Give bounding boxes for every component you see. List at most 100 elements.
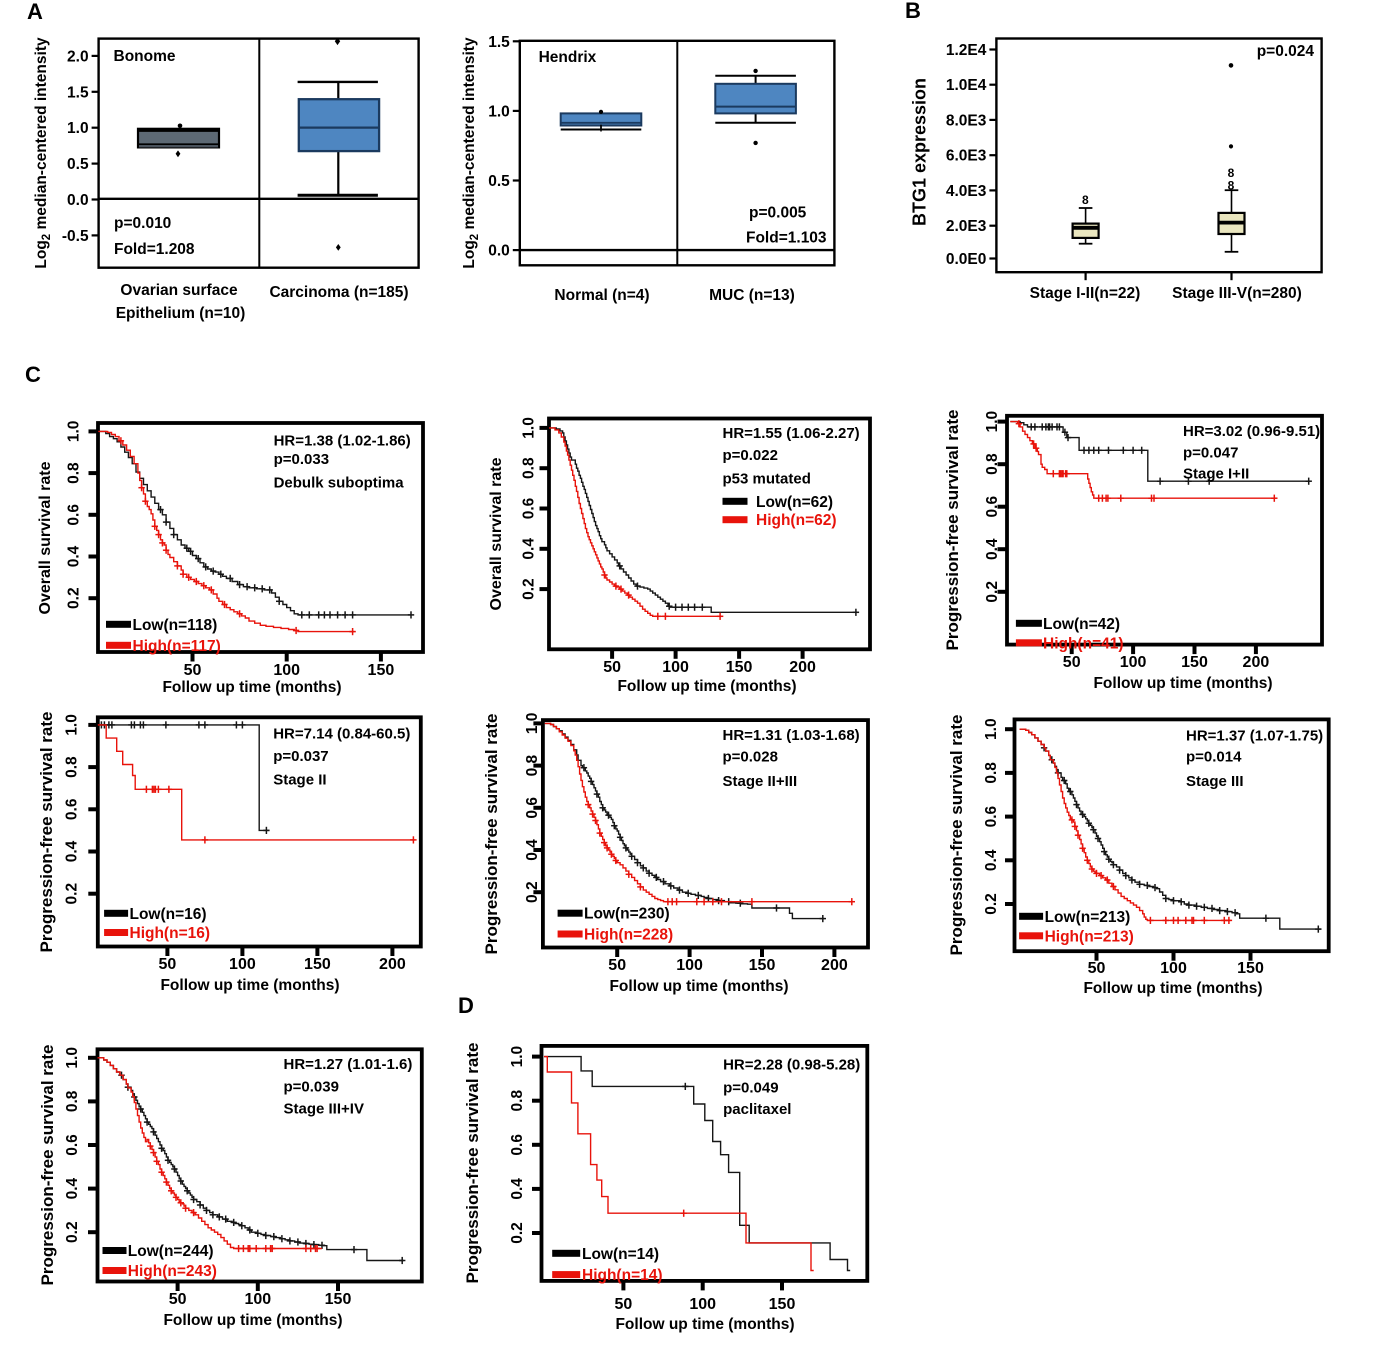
svg-text:0.8: 0.8	[524, 754, 541, 776]
svg-text:Log2 median-centered intensity: Log2 median-centered intensity	[33, 37, 53, 269]
svg-text:0.8: 0.8	[983, 762, 1000, 784]
svg-text:HR=7.14 (0.84-60.5): HR=7.14 (0.84-60.5)	[273, 726, 410, 743]
svg-text:1.0: 1.0	[63, 714, 80, 736]
svg-text:Stage III-V(n=280): Stage III-V(n=280)	[1172, 285, 1302, 302]
svg-text:0.4: 0.4	[983, 849, 1000, 871]
svg-text:Follow up time (months): Follow up time (months)	[163, 1312, 342, 1329]
svg-text:1.5: 1.5	[488, 34, 510, 51]
svg-text:Follow up time (months): Follow up time (months)	[615, 1316, 794, 1333]
svg-text:0.8: 0.8	[63, 756, 80, 778]
svg-text:0.6: 0.6	[984, 496, 1001, 518]
svg-text:High(n=228): High(n=228)	[584, 927, 673, 944]
svg-text:HR=1.27 (1.01-1.6): HR=1.27 (1.01-1.6)	[284, 1056, 413, 1073]
svg-text:p53 mutated: p53 mutated	[723, 470, 811, 487]
svg-text:Stage III: Stage III	[1186, 773, 1244, 790]
svg-text:Fold=1.208: Fold=1.208	[114, 241, 195, 258]
svg-text:50: 50	[615, 1296, 633, 1313]
svg-text:100: 100	[662, 659, 689, 676]
svg-text:HR=1.55 (1.06-2.27): HR=1.55 (1.06-2.27)	[723, 425, 860, 442]
svg-text:0.4: 0.4	[521, 538, 538, 560]
svg-text:50: 50	[608, 957, 626, 974]
svg-text:200: 200	[1243, 654, 1270, 671]
svg-text:0.2: 0.2	[66, 587, 83, 609]
svg-text:p=0.005: p=0.005	[749, 205, 807, 222]
svg-text:8: 8	[1082, 193, 1089, 207]
svg-text:Follow up time (months): Follow up time (months)	[609, 978, 788, 995]
svg-text:High(n=213): High(n=213)	[1045, 928, 1134, 945]
svg-text:p=0.033: p=0.033	[274, 451, 329, 468]
svg-text:D: D	[458, 993, 474, 1018]
svg-text:p=0.028: p=0.028	[723, 749, 778, 766]
svg-text:150: 150	[769, 1296, 796, 1313]
svg-text:0.2: 0.2	[983, 893, 1000, 915]
svg-text:150: 150	[325, 1291, 352, 1308]
svg-text:1.0: 1.0	[66, 421, 83, 443]
svg-text:0.2: 0.2	[984, 581, 1001, 603]
svg-text:1.0: 1.0	[524, 713, 541, 735]
svg-text:Follow up time (months): Follow up time (months)	[160, 977, 339, 994]
svg-text:0.2: 0.2	[524, 881, 541, 903]
svg-text:Low(n=14): Low(n=14)	[582, 1246, 659, 1263]
svg-text:High(n=117): High(n=117)	[133, 638, 221, 655]
svg-text:Low(n=230): Low(n=230)	[584, 906, 670, 923]
svg-text:0.6: 0.6	[509, 1134, 526, 1156]
svg-text:0.4: 0.4	[984, 538, 1001, 560]
svg-text:100: 100	[244, 1291, 271, 1308]
svg-text:HR=1.37 (1.07-1.75): HR=1.37 (1.07-1.75)	[1186, 728, 1323, 745]
svg-text:0.6: 0.6	[521, 497, 538, 519]
svg-text:Epithelium (n=10): Epithelium (n=10)	[116, 305, 246, 322]
svg-text:50: 50	[1063, 654, 1081, 671]
svg-text:Normal (n=4): Normal (n=4)	[554, 287, 649, 304]
svg-text:Debulk suboptima: Debulk suboptima	[274, 475, 405, 492]
svg-text:Follow up time (months): Follow up time (months)	[162, 679, 341, 696]
svg-text:paclitaxel: paclitaxel	[723, 1101, 791, 1118]
svg-text:50: 50	[1088, 960, 1106, 977]
svg-text:Low(n=213): Low(n=213)	[1045, 909, 1131, 926]
svg-text:0.4: 0.4	[509, 1178, 526, 1200]
svg-text:0.2: 0.2	[509, 1222, 526, 1244]
svg-text:0.8: 0.8	[521, 457, 538, 479]
svg-text:Ovarian surface: Ovarian surface	[120, 282, 238, 299]
svg-text:0.8: 0.8	[984, 453, 1001, 475]
svg-text:Stage III+IV: Stage III+IV	[284, 1101, 364, 1118]
svg-text:Fold=1.103: Fold=1.103	[746, 230, 827, 247]
svg-text:HR=2.28 (0.98-5.28): HR=2.28 (0.98-5.28)	[723, 1057, 860, 1074]
svg-text:Follow up time (months): Follow up time (months)	[1093, 675, 1272, 692]
svg-text:1.0: 1.0	[521, 417, 538, 439]
svg-text:Low(n=62): Low(n=62)	[756, 494, 833, 511]
svg-text:200: 200	[789, 659, 816, 676]
svg-text:0.2: 0.2	[521, 578, 538, 600]
svg-text:0.4: 0.4	[63, 840, 80, 862]
svg-text:0.0: 0.0	[67, 192, 89, 209]
svg-text:0.2: 0.2	[63, 883, 80, 905]
svg-text:2.0: 2.0	[67, 48, 89, 65]
svg-text:0.4: 0.4	[66, 545, 83, 567]
svg-text:p=0.037: p=0.037	[273, 748, 328, 765]
svg-text:Progression-free survival rate: Progression-free survival rate	[947, 715, 966, 956]
svg-text:50: 50	[184, 662, 202, 679]
svg-text:p=0.047: p=0.047	[1183, 444, 1238, 461]
svg-text:1.0: 1.0	[64, 1047, 81, 1069]
svg-text:150: 150	[304, 956, 331, 973]
svg-text:1.0: 1.0	[983, 718, 1000, 740]
svg-text:0.0E0: 0.0E0	[946, 251, 987, 268]
svg-text:200: 200	[821, 957, 848, 974]
svg-text:Progression-free survival rate: Progression-free survival rate	[38, 1045, 57, 1286]
svg-text:Follow up time (months): Follow up time (months)	[617, 678, 796, 695]
svg-text:1.0: 1.0	[67, 120, 89, 137]
svg-text:0.8: 0.8	[64, 1090, 81, 1112]
svg-text:MUC (n=13): MUC (n=13)	[709, 287, 795, 304]
svg-text:100: 100	[1160, 960, 1187, 977]
svg-text:150: 150	[1237, 960, 1264, 977]
svg-text:100: 100	[676, 957, 703, 974]
svg-text:0.8: 0.8	[66, 462, 83, 484]
svg-text:Carcinoma (n=185): Carcinoma (n=185)	[269, 284, 408, 301]
svg-text:p=0.022: p=0.022	[723, 447, 778, 464]
svg-text:High(n=62): High(n=62)	[756, 512, 837, 529]
svg-text:Overall survival rate: Overall survival rate	[488, 457, 505, 610]
svg-text:-0.5: -0.5	[62, 228, 89, 245]
svg-text:8: 8	[1228, 166, 1235, 180]
svg-text:1.5: 1.5	[67, 84, 89, 101]
svg-text:100: 100	[273, 662, 300, 679]
svg-text:0.6: 0.6	[63, 798, 80, 820]
